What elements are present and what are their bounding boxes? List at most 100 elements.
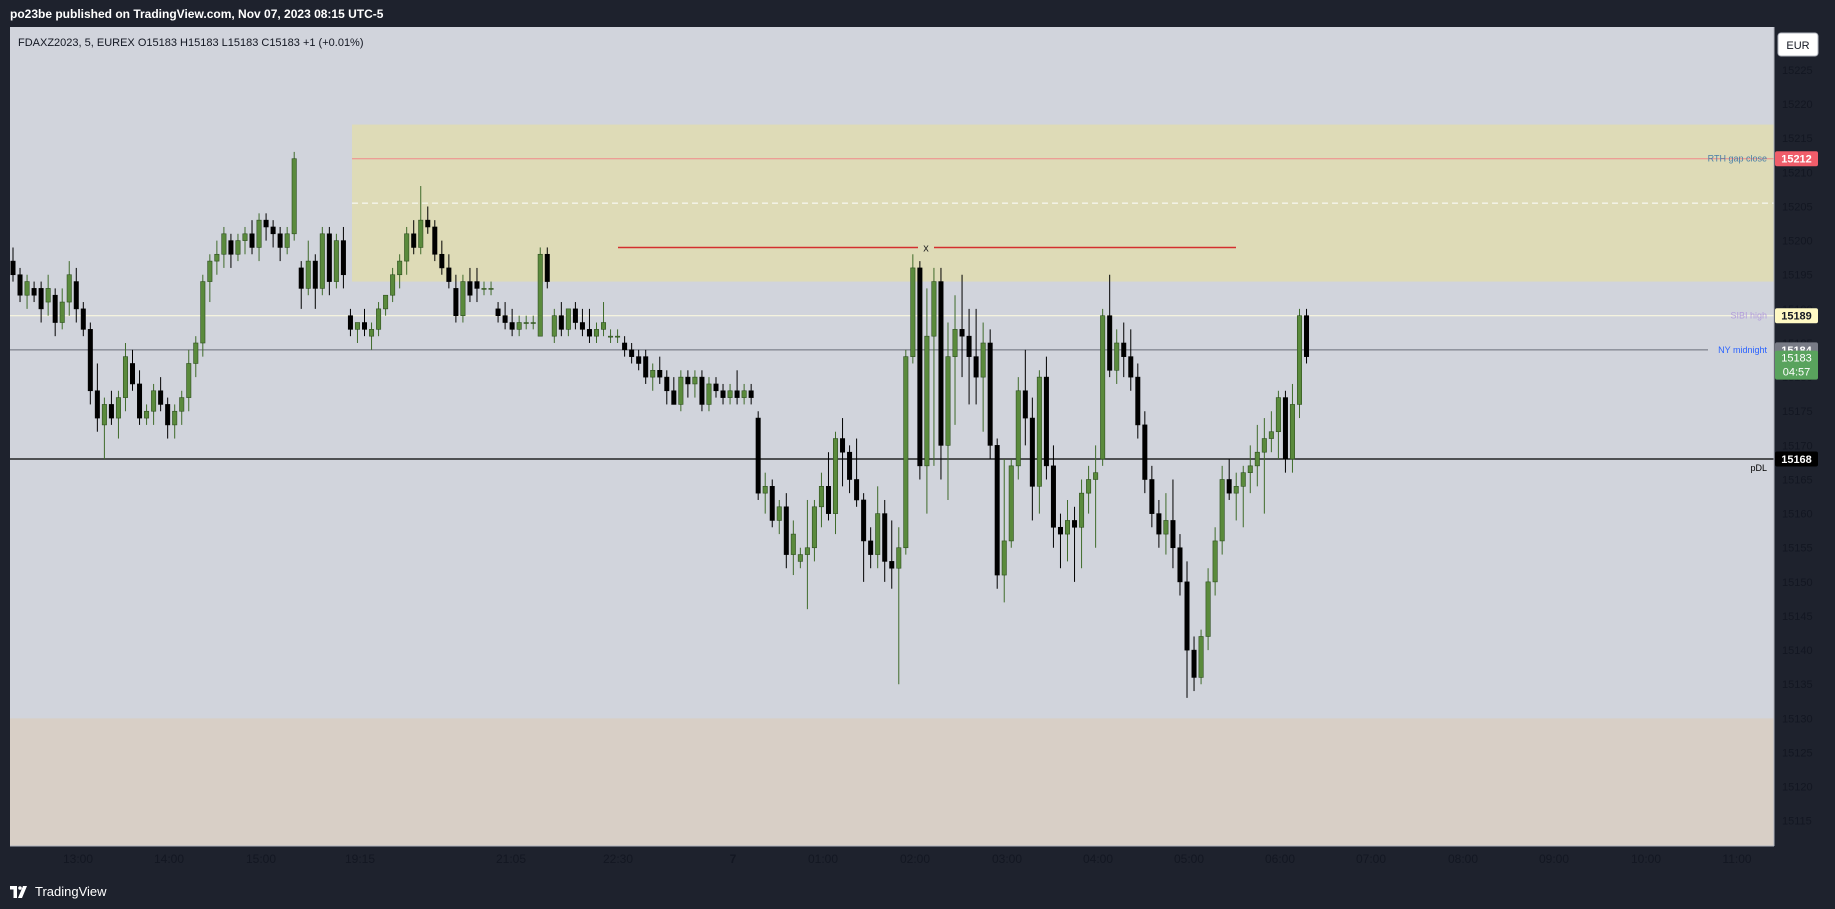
- candle: [980, 342, 986, 378]
- candle: [1128, 356, 1134, 378]
- time-tick-label: 04:00: [1083, 852, 1113, 866]
- close-price-badge: [1775, 350, 1818, 380]
- currency-button[interactable]: [1777, 32, 1819, 57]
- candle: [650, 369, 656, 378]
- candle: [804, 547, 810, 555]
- candle: [193, 342, 199, 364]
- candle: [467, 281, 473, 296]
- candle: [783, 506, 789, 555]
- candle: [263, 219, 269, 228]
- candle: [73, 281, 79, 310]
- candle: [446, 267, 452, 282]
- candle: [397, 260, 403, 276]
- tradingview-wordmark: TradingView: [35, 884, 107, 899]
- candle: [214, 253, 220, 262]
- candle: [221, 233, 227, 255]
- candle: [319, 233, 325, 289]
- rth-gap-close-badge-label: 15212: [1781, 154, 1812, 166]
- candle: [1001, 540, 1007, 576]
- candle: [312, 260, 318, 289]
- price-tick-label: 15160: [1782, 509, 1813, 521]
- candle: [31, 288, 37, 296]
- candle: [144, 410, 150, 419]
- candle: [179, 397, 185, 412]
- candle: [411, 233, 417, 248]
- candle: [1015, 390, 1021, 467]
- candle: [629, 349, 635, 357]
- candle: [333, 240, 339, 282]
- candle: [481, 288, 487, 290]
- candle: [1050, 465, 1056, 528]
- candle: [369, 329, 375, 337]
- tradingview-brand[interactable]: TradingView: [10, 884, 107, 899]
- candle: [453, 288, 459, 316]
- time-tick-label: 19:15: [345, 852, 375, 866]
- candle: [172, 410, 178, 426]
- candle: [418, 219, 424, 248]
- candle: [741, 390, 747, 398]
- candle: [861, 499, 867, 542]
- candle: [108, 404, 114, 419]
- pdl-label: pDL: [1750, 463, 1767, 473]
- candle: [1114, 342, 1120, 371]
- candle: [1107, 315, 1113, 371]
- candle: [565, 308, 571, 330]
- sibi-high-badge-label: 15189: [1781, 311, 1812, 323]
- candle: [361, 322, 367, 330]
- candle: [1219, 479, 1225, 542]
- candle: [1282, 397, 1288, 460]
- candle: [1142, 424, 1148, 480]
- candle: [551, 315, 557, 337]
- candle: [1072, 520, 1078, 528]
- candle: [847, 451, 853, 480]
- candle: [608, 335, 614, 338]
- candle: [706, 383, 712, 405]
- candle: [291, 158, 297, 235]
- candle: [1079, 492, 1085, 528]
- candle: [17, 274, 23, 296]
- candle: [1289, 404, 1295, 460]
- candle: [151, 390, 157, 412]
- candle: [882, 513, 888, 562]
- candle: [1156, 513, 1162, 535]
- candle: [811, 506, 817, 549]
- candle: [692, 376, 698, 385]
- candle: [101, 404, 107, 426]
- candle: [924, 335, 930, 467]
- candle: [727, 390, 733, 398]
- candle: [1170, 520, 1176, 549]
- candle: [994, 445, 1000, 576]
- currency-button-label[interactable]: EUR: [1786, 40, 1809, 52]
- rth-gap-close-label: RTH gap close: [1708, 154, 1767, 164]
- candle: [137, 383, 143, 419]
- candle: [1233, 486, 1239, 494]
- candle: [376, 308, 382, 330]
- candle: [1008, 465, 1014, 542]
- publish-info: po23be published on TradingView.com, Nov…: [10, 7, 384, 21]
- candle: [1268, 431, 1274, 439]
- candle: [1086, 479, 1092, 494]
- candle: [122, 356, 128, 398]
- pdl-badge: [1775, 451, 1818, 467]
- candle: [165, 404, 171, 426]
- candle: [558, 315, 564, 330]
- candle: [678, 376, 684, 405]
- candle: [228, 240, 234, 255]
- candle: [776, 506, 782, 521]
- price-tick-label: 15155: [1782, 543, 1813, 555]
- candle: [66, 274, 72, 303]
- candle: [242, 233, 248, 241]
- candle: [256, 219, 262, 248]
- price-tick-label: 15170: [1782, 440, 1813, 452]
- candle: [425, 219, 431, 228]
- price-tick-label: 15125: [1782, 747, 1813, 759]
- candle: [1121, 342, 1127, 357]
- candle: [1212, 540, 1218, 583]
- candle: [903, 356, 909, 549]
- candle: [544, 253, 550, 282]
- candle: [840, 438, 846, 453]
- candle: [460, 281, 466, 316]
- candle: [1163, 520, 1169, 535]
- candle: [94, 390, 100, 419]
